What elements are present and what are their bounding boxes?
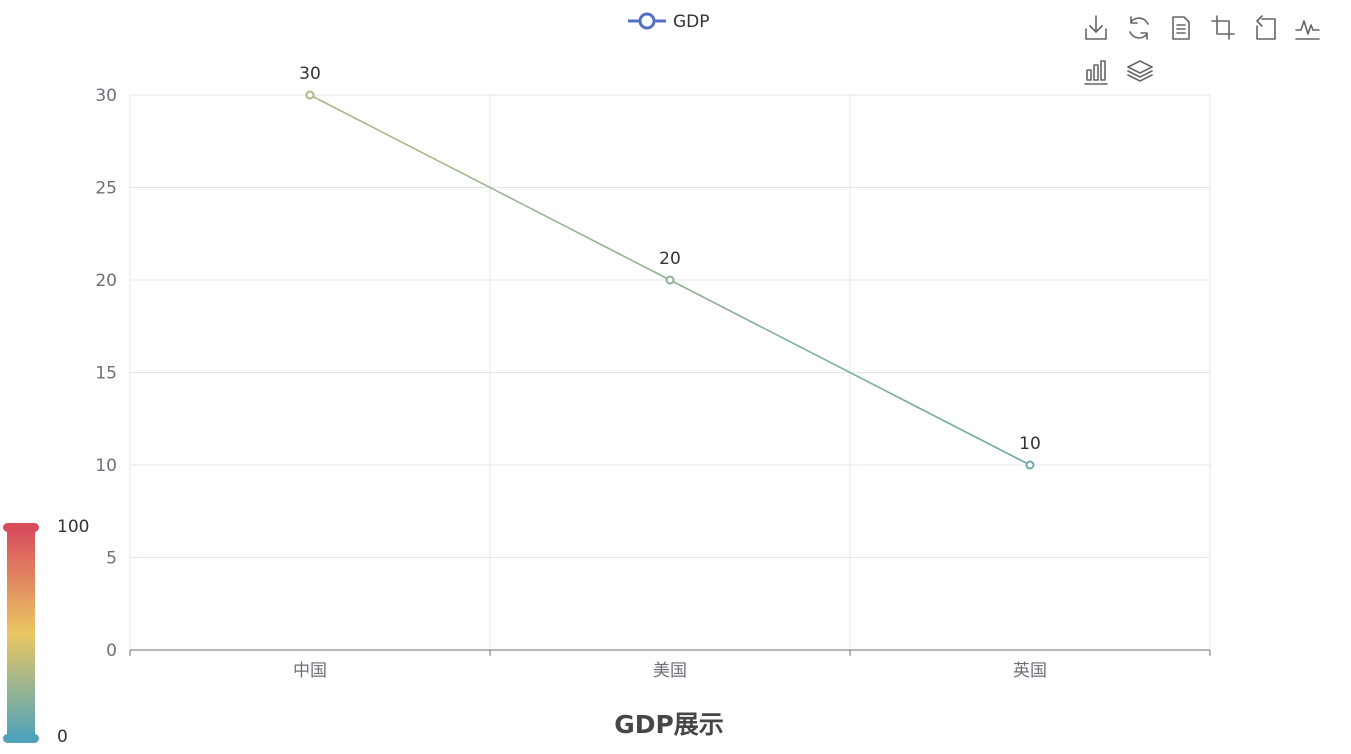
x-tick-label: 中国 — [293, 661, 327, 681]
bar-type-icon[interactable] — [1084, 60, 1108, 85]
data-point[interactable] — [305, 90, 315, 100]
x-axis: 中国 美国 英国 — [129, 649, 1211, 681]
visual-map[interactable]: 100 0 — [3, 517, 89, 747]
data-view-icon[interactable] — [1172, 16, 1190, 40]
y-axis: 0 5 10 15 20 25 30 — [95, 86, 117, 661]
line-type-icon[interactable] — [1295, 20, 1320, 40]
x-tick-label: 美国 — [653, 661, 687, 681]
y-tick-label: 10 — [95, 456, 117, 476]
y-tick-label: 20 — [95, 271, 117, 291]
series-gdp: 30 20 10 — [299, 64, 1041, 470]
grid — [129, 94, 1211, 650]
visual-map-min-label: 0 — [57, 727, 68, 747]
visual-map-max-label: 100 — [57, 517, 89, 537]
visual-map-top-handle[interactable] — [3, 523, 39, 532]
data-point[interactable] — [1025, 460, 1035, 470]
zoom-back-icon[interactable] — [1256, 15, 1276, 40]
x-tick-label: 英国 — [1013, 661, 1047, 681]
y-tick-label: 15 — [95, 364, 117, 384]
zoom-icon[interactable] — [1211, 15, 1235, 40]
y-tick-label: 25 — [95, 179, 117, 199]
y-tick-label: 30 — [95, 86, 117, 106]
legend-label: GDP — [673, 12, 710, 32]
visual-map-bar — [7, 530, 35, 738]
data-point[interactable] — [665, 275, 675, 285]
data-label: 30 — [299, 64, 321, 84]
save-as-image-icon[interactable] — [1085, 15, 1107, 40]
legend-circle-icon — [638, 12, 656, 30]
chart-title: GDP展示 — [614, 710, 724, 739]
y-tick-label: 5 — [106, 549, 117, 569]
y-tick-label: 0 — [106, 641, 117, 661]
toolbox — [1084, 15, 1320, 85]
restore-icon[interactable] — [1129, 16, 1149, 40]
visual-map-bottom-handle[interactable] — [3, 734, 39, 743]
data-label: 20 — [659, 249, 681, 269]
stack-icon[interactable] — [1127, 60, 1153, 82]
data-label: 10 — [1019, 434, 1041, 454]
legend[interactable]: GDP — [628, 12, 710, 32]
